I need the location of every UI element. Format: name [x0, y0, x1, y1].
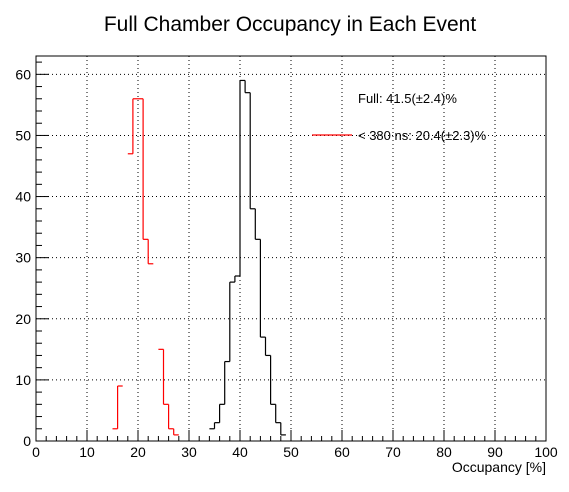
series-group	[209, 79, 286, 436]
x-tick-label: 60	[334, 444, 350, 460]
y-tick-label: 10	[15, 372, 31, 388]
chart-title: Full Chamber Occupancy in Each Event	[104, 13, 477, 36]
y-tick-label: 30	[15, 250, 31, 266]
legend-label: Full: 41.5(±2.4)%	[358, 91, 457, 106]
axis-ticks: 0 10 20 30 40 50 60 70 80 90 100 0 10 20 30 40 50 60	[15, 61, 558, 460]
x-tick-label: 10	[79, 444, 95, 460]
x-tick-label: 20	[130, 444, 146, 460]
legend: Full: 41.5(±2.4)% < 380 ns: 20.4(±2.3)%	[312, 91, 487, 143]
plot-series	[112, 79, 286, 436]
x-axis-label: Occupancy [%]	[452, 459, 546, 475]
grid-lines	[36, 56, 546, 441]
x-tick-label: 70	[385, 444, 401, 460]
x-tick-label: 80	[436, 444, 452, 460]
x-tick-label: 50	[283, 444, 299, 460]
y-tick-label: 60	[15, 66, 31, 82]
x-tick-label: 100	[534, 444, 558, 460]
series-group	[112, 98, 179, 436]
y-tick-label: 50	[15, 127, 31, 143]
y-tick-label: 40	[15, 189, 31, 205]
y-tick-label: 0	[23, 433, 31, 449]
x-tick-label: 90	[487, 444, 503, 460]
legend-label: < 380 ns: 20.4(±2.3)%	[358, 128, 487, 143]
x-tick-label: 40	[232, 444, 248, 460]
y-tick-label: 20	[15, 311, 31, 327]
x-tick-label: 0	[32, 444, 40, 460]
x-tick-label: 30	[181, 444, 197, 460]
